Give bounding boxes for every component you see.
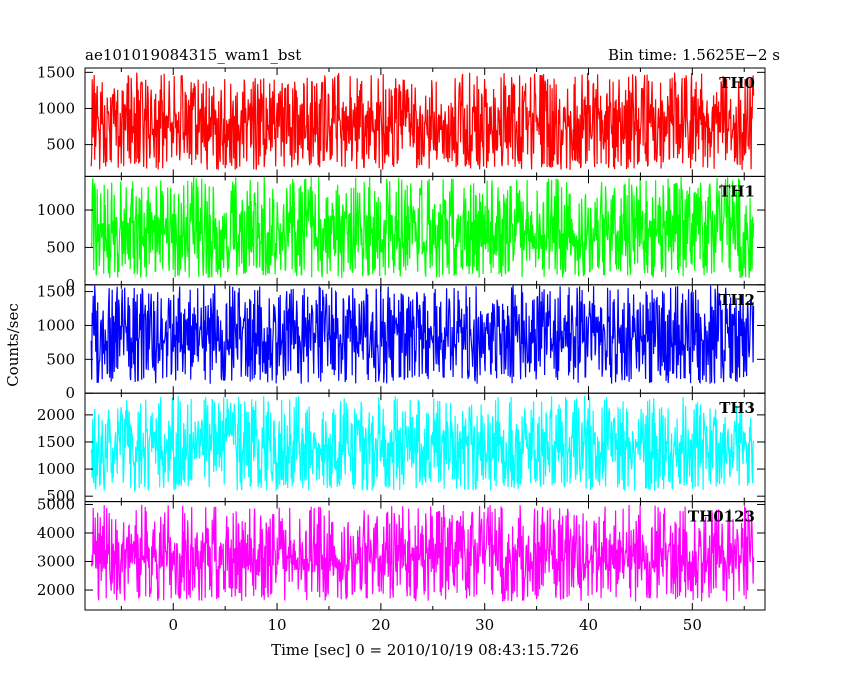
series-line-th0 [90, 72, 755, 170]
y-tick-label: 4000 [37, 524, 75, 542]
panel-label-th3: TH3 [719, 399, 755, 417]
y-tick-label: 1500 [37, 433, 75, 451]
y-axis-label: Counts/sec [4, 303, 22, 387]
y-tick-label: 0 [65, 276, 75, 294]
y-tick-label: 1000 [37, 99, 75, 117]
series-line-th2 [90, 284, 755, 385]
series-line-th1 [90, 176, 755, 279]
y-tick-label: 1000 [37, 201, 75, 219]
y-tick-label: 1500 [37, 63, 75, 81]
chart-title: ae101019084315_wam1_bst [85, 46, 301, 64]
y-tick-label: 500 [46, 487, 75, 505]
x-tick-label: 30 [475, 616, 494, 634]
x-tick-label: 10 [268, 616, 287, 634]
x-tick-label: 40 [579, 616, 598, 634]
panel-label-th2: TH2 [719, 291, 755, 309]
y-tick-label: 1000 [37, 460, 75, 478]
x-tick-label: 0 [168, 616, 178, 634]
x-tick-label: 20 [371, 616, 390, 634]
y-tick-label: 500 [46, 350, 75, 368]
y-tick-label: 1000 [37, 316, 75, 334]
y-tick-label: 500 [46, 136, 75, 154]
panel-frame-th0123 [84, 501, 766, 611]
y-tick-label: 1500 [37, 283, 75, 301]
series-line-th0123 [90, 504, 755, 602]
y-tick-label: 3000 [37, 553, 75, 571]
panel-label-th1: TH1 [719, 182, 755, 200]
y-tick-label: 5000 [37, 495, 75, 513]
y-tick-label: 2000 [37, 581, 75, 599]
panel-label-th0: TH0 [719, 74, 755, 92]
x-tick-label: 50 [683, 616, 702, 634]
y-tick-label: 0 [65, 384, 75, 402]
chart-subtitle: Bin time: 1.5625E−2 s [608, 46, 780, 64]
panel-label-th0123: TH0123 [688, 508, 755, 526]
y-tick-label: 500 [46, 238, 75, 256]
x-axis-label: Time [sec] 0 = 2010/10/19 08:43:15.726 [271, 641, 579, 659]
y-tick-label: 2000 [37, 406, 75, 424]
series-line-th3 [90, 396, 755, 493]
